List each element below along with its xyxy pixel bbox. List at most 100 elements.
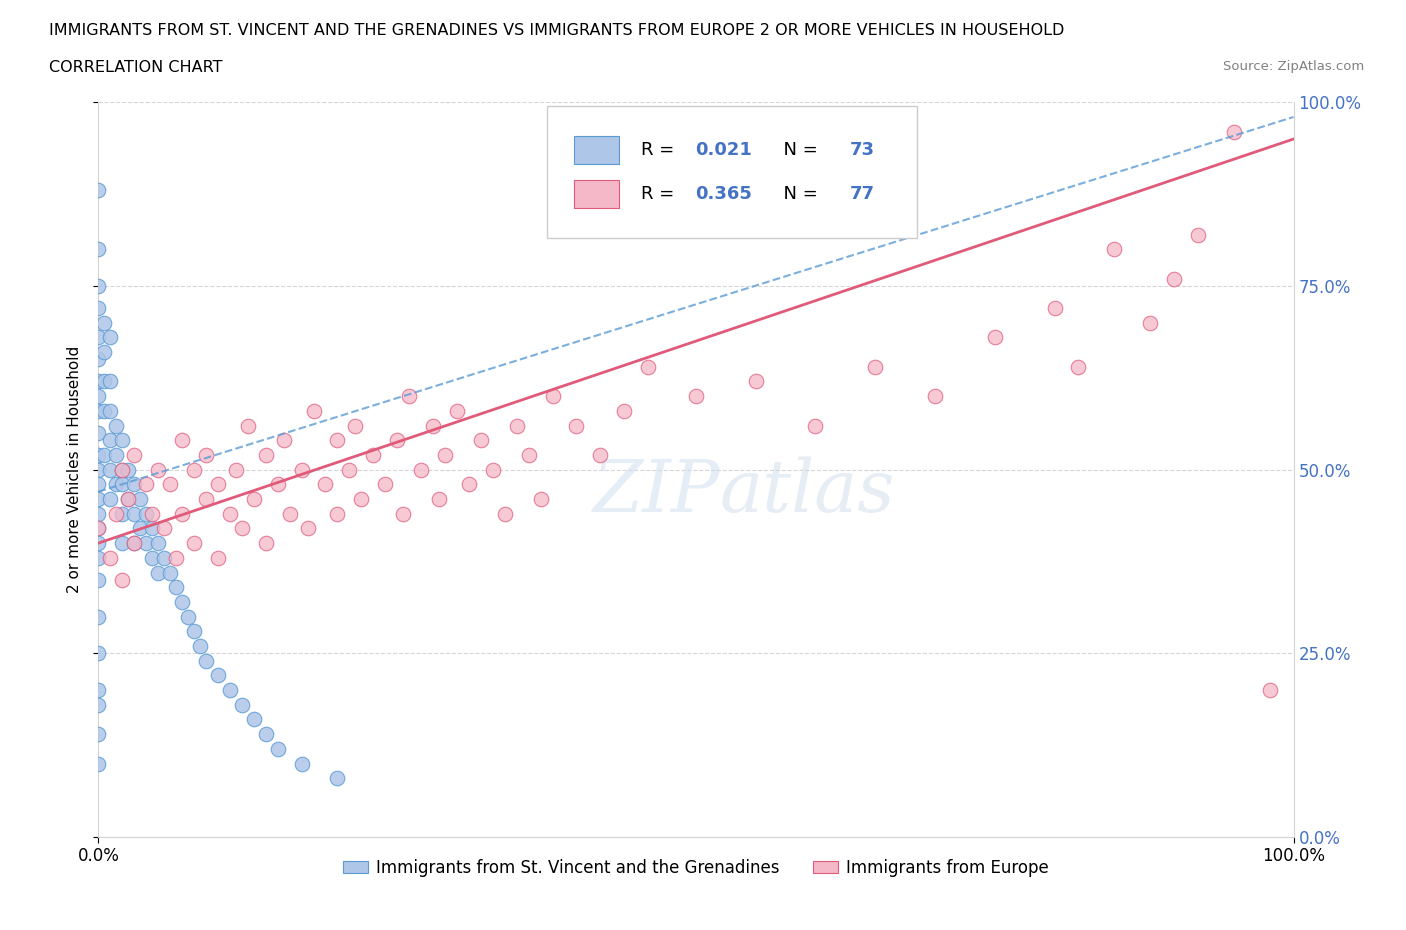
- Point: [637, 359, 659, 374]
- Point: [111, 506, 134, 521]
- Point: [398, 389, 420, 404]
- Point: [98, 462, 122, 477]
- Point: [87, 756, 110, 771]
- Point: [1139, 315, 1161, 330]
- Point: [87, 404, 110, 418]
- Point: [172, 432, 194, 447]
- Point: [434, 447, 457, 462]
- Legend: Immigrants from St. Vincent and the Grenadines, Immigrants from Europe: Immigrants from St. Vincent and the Gren…: [336, 853, 1056, 884]
- FancyBboxPatch shape: [574, 180, 620, 208]
- Point: [87, 521, 110, 536]
- Text: atlas: atlas: [720, 457, 896, 527]
- Text: ZIP: ZIP: [592, 457, 720, 527]
- Point: [148, 462, 170, 477]
- Point: [87, 447, 110, 462]
- Point: [326, 432, 349, 447]
- Point: [392, 506, 415, 521]
- Point: [411, 462, 433, 477]
- Point: [422, 418, 444, 433]
- Point: [87, 300, 110, 315]
- Point: [1104, 242, 1126, 257]
- Point: [124, 477, 146, 492]
- Point: [124, 536, 146, 551]
- Point: [195, 653, 218, 668]
- Point: [141, 506, 163, 521]
- Point: [105, 418, 128, 433]
- Point: [105, 447, 128, 462]
- Point: [1223, 125, 1246, 140]
- Point: [1258, 683, 1281, 698]
- Point: [350, 492, 373, 507]
- Point: [87, 389, 110, 404]
- Point: [685, 389, 707, 404]
- Text: CORRELATION CHART: CORRELATION CHART: [49, 60, 222, 75]
- Point: [111, 432, 134, 447]
- Point: [1187, 227, 1209, 242]
- Point: [984, 330, 1007, 345]
- Point: [87, 646, 110, 661]
- Point: [804, 418, 827, 433]
- Point: [87, 477, 110, 492]
- Point: [243, 712, 266, 727]
- Point: [1163, 272, 1185, 286]
- Point: [98, 330, 122, 345]
- Text: Source: ZipAtlas.com: Source: ZipAtlas.com: [1223, 60, 1364, 73]
- Point: [363, 447, 385, 462]
- Point: [924, 389, 946, 404]
- Point: [613, 404, 636, 418]
- Point: [254, 447, 277, 462]
- FancyBboxPatch shape: [574, 136, 620, 164]
- Point: [129, 521, 152, 536]
- Point: [87, 426, 110, 441]
- Point: [565, 418, 588, 433]
- Text: R =: R =: [641, 141, 681, 159]
- Point: [87, 374, 110, 389]
- Point: [87, 506, 110, 521]
- Point: [148, 565, 170, 580]
- Point: [302, 404, 325, 418]
- Point: [172, 506, 194, 521]
- Point: [517, 447, 540, 462]
- Point: [541, 389, 564, 404]
- Point: [111, 462, 134, 477]
- Point: [153, 551, 176, 565]
- Point: [87, 242, 110, 257]
- Point: [124, 506, 146, 521]
- Point: [87, 352, 110, 367]
- Point: [481, 462, 505, 477]
- Point: [98, 432, 122, 447]
- Point: [141, 551, 163, 565]
- Point: [87, 536, 110, 551]
- Point: [207, 477, 229, 492]
- Point: [219, 506, 242, 521]
- Point: [87, 279, 110, 294]
- Point: [87, 683, 110, 698]
- Point: [207, 551, 229, 565]
- Point: [93, 315, 115, 330]
- Point: [183, 536, 205, 551]
- Point: [98, 404, 122, 418]
- Text: N =: N =: [772, 185, 824, 203]
- Point: [117, 462, 139, 477]
- Point: [87, 573, 110, 588]
- Point: [87, 726, 110, 741]
- Point: [254, 536, 277, 551]
- Point: [87, 330, 110, 345]
- Point: [111, 536, 134, 551]
- Point: [326, 506, 349, 521]
- Point: [93, 404, 115, 418]
- Point: [135, 477, 157, 492]
- Point: [93, 447, 115, 462]
- Point: [135, 536, 157, 551]
- Point: [98, 551, 122, 565]
- Point: [219, 683, 242, 698]
- Point: [267, 477, 290, 492]
- Point: [165, 551, 187, 565]
- Point: [297, 521, 319, 536]
- Point: [87, 609, 110, 624]
- Point: [93, 345, 115, 360]
- Point: [87, 492, 110, 507]
- Text: R =: R =: [641, 185, 681, 203]
- Text: N =: N =: [772, 141, 824, 159]
- Text: 0.021: 0.021: [695, 141, 752, 159]
